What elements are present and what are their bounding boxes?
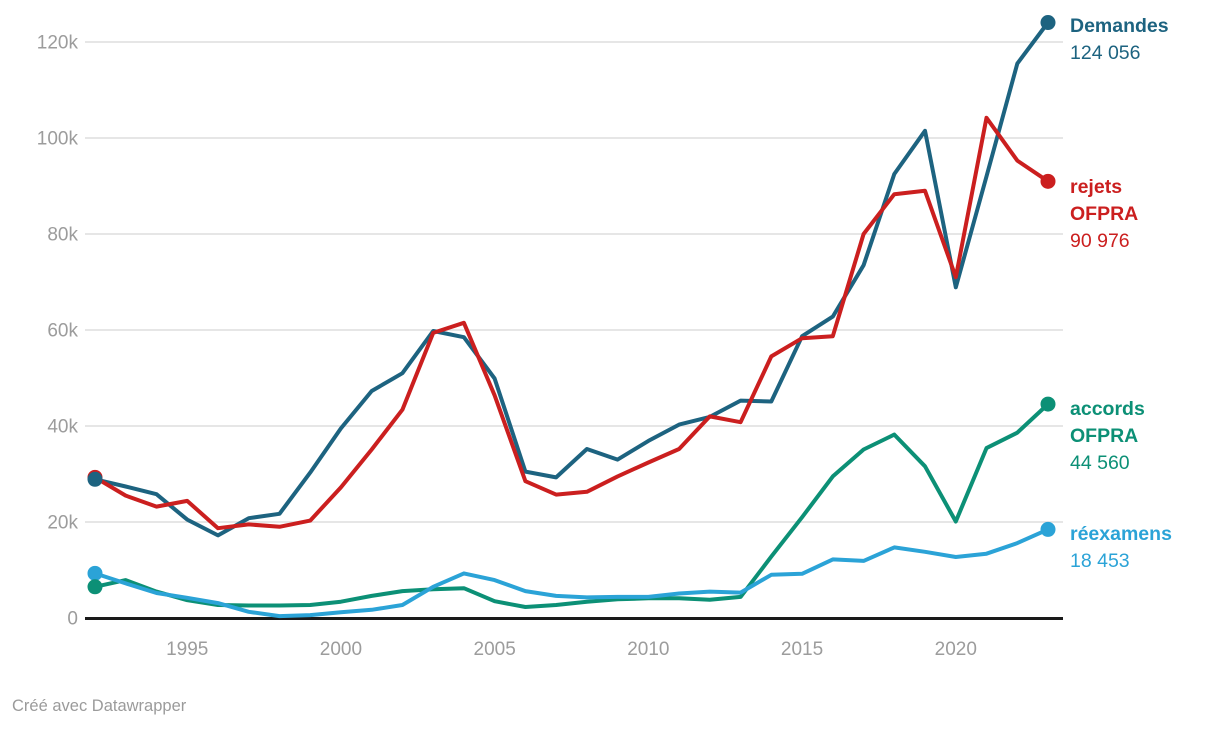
legend-label: accords <box>1070 398 1145 420</box>
legend-label-line2: OFPRA <box>1070 203 1139 225</box>
y-tick-label-40k: 40k <box>47 417 78 438</box>
legend-value: 90 976 <box>1070 230 1130 252</box>
legend-value: 44 560 <box>1070 452 1130 474</box>
series-line-accords OFPRA[interactable] <box>93 402 1050 609</box>
x-tick-label-2005: 2005 <box>474 639 516 660</box>
legend-value: 124 056 <box>1070 42 1141 64</box>
legend-entry-reexamens: réexamens 18 453 <box>1070 521 1172 575</box>
series-start-dot-accords OFPRA[interactable] <box>87 579 103 595</box>
legend-value: 18 453 <box>1070 550 1130 572</box>
series-start-dot-Demandes[interactable] <box>87 471 103 487</box>
x-tick-label-2000: 2000 <box>320 639 362 660</box>
y-tick-label-80k: 80k <box>47 225 78 246</box>
legend-label: Demandes <box>1070 15 1169 37</box>
series-line-Demandes[interactable] <box>93 20 1050 538</box>
x-tick-label-2010: 2010 <box>627 639 669 660</box>
x-tick-label-1995: 1995 <box>166 639 208 660</box>
y-tick-label-20k: 20k <box>47 513 78 534</box>
legend-entry-accords-ofpra: accords OFPRA 44 560 <box>1070 396 1145 477</box>
legend-entry-rejets-ofpra: rejets OFPRA 90 976 <box>1070 174 1138 255</box>
y-tick-label-120k: 120k <box>37 33 79 54</box>
x-tick-label-2015: 2015 <box>781 639 823 660</box>
legend-label-line2: OFPRA <box>1070 425 1139 447</box>
line-chart: 0 20k 40k 60k 80k 100k 120k 1995 2000 2005 2010 201… <box>37 15 1063 660</box>
y-tick-label-0: 0 <box>67 609 78 630</box>
series-end-dot-Demandes[interactable] <box>1040 15 1056 31</box>
series-end-dot-rejets OFPRA[interactable] <box>1040 173 1056 189</box>
series-end-dot-réexamens[interactable] <box>1040 521 1056 537</box>
series-line-rejets OFPRA[interactable] <box>93 115 1050 531</box>
x-tick-label-2020: 2020 <box>935 639 977 660</box>
legend-label: rejets <box>1070 176 1123 198</box>
y-tick-label-60k: 60k <box>47 321 78 342</box>
series-start-dot-réexamens[interactable] <box>87 565 103 581</box>
legend-label: réexamens <box>1070 523 1172 545</box>
datawrapper-credit-link[interactable]: Créé avec Datawrapper <box>12 697 187 715</box>
legend-entry-demandes: Demandes 124 056 <box>1070 13 1169 67</box>
y-tick-label-100k: 100k <box>37 129 79 150</box>
series-line-réexamens[interactable] <box>93 527 1050 619</box>
series-end-dot-accords OFPRA[interactable] <box>1040 396 1056 412</box>
